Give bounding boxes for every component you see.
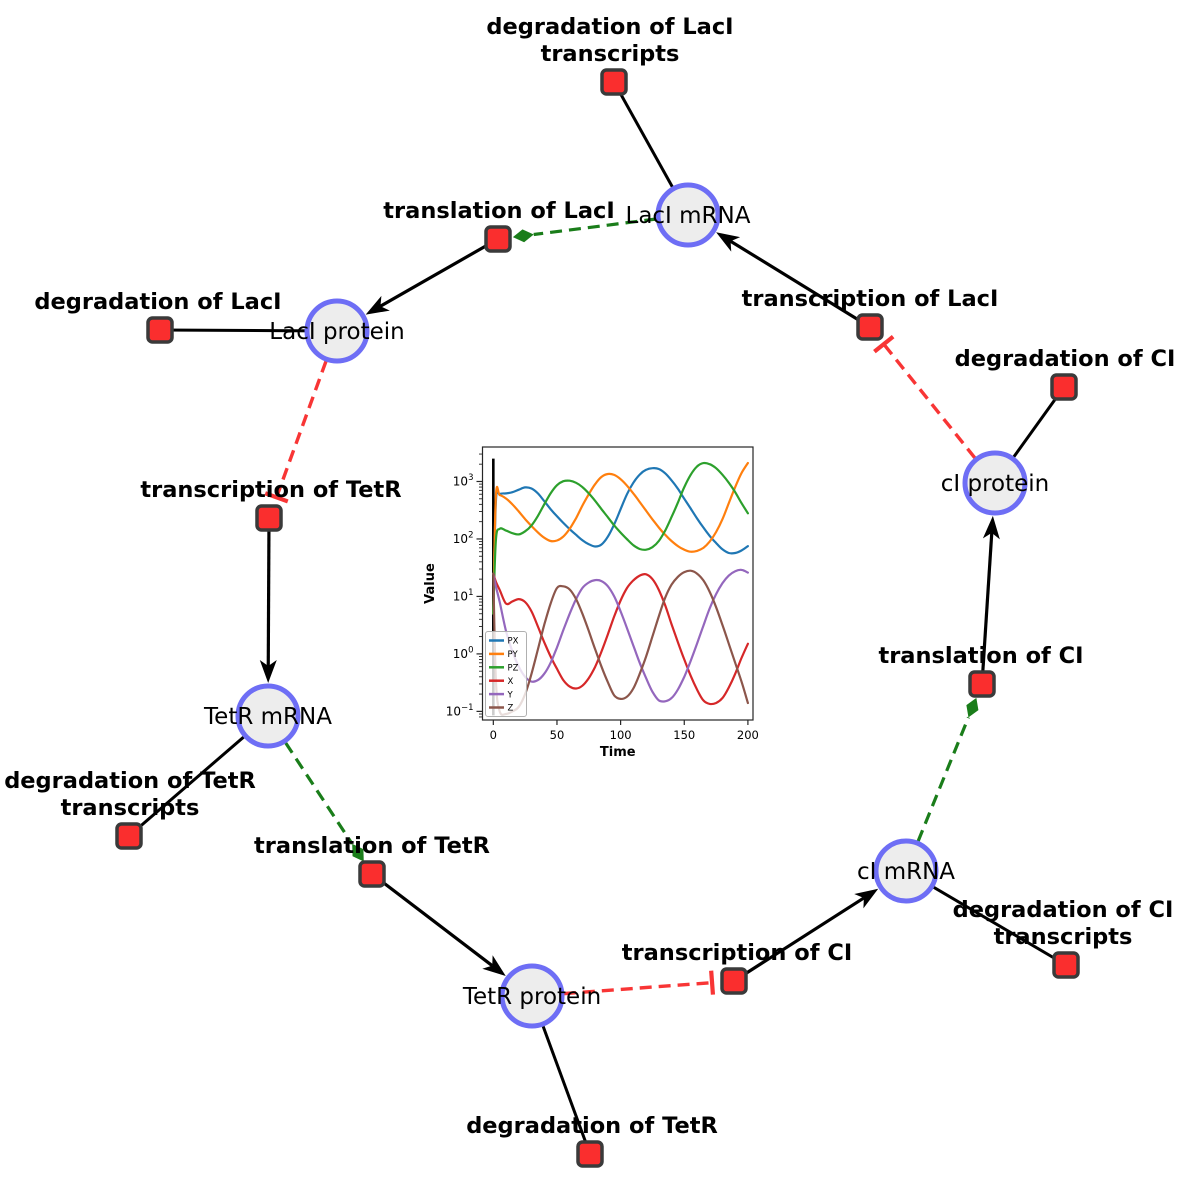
series-Y-line — [492, 568, 749, 703]
reaction-label-deg_tetr: degradation of TetR — [466, 1113, 718, 1139]
x-tick-label: 200 — [737, 728, 759, 742]
species-label-laci_protein: LacI protein — [269, 319, 404, 345]
species-node-tetr_mrna[interactable] — [235, 683, 301, 749]
reaction-node-transl_tetr[interactable] — [358, 860, 386, 888]
reaction-node-transcr_ci[interactable] — [720, 967, 748, 995]
arrowhead — [716, 232, 741, 252]
species-label-ci_mrna: cI mRNA — [857, 859, 955, 885]
species-node-laci_mrna[interactable] — [655, 182, 721, 248]
reaction-label-deg_ci_tx: degradation of CI — [953, 897, 1174, 923]
series-Z-line — [492, 569, 749, 716]
chart-legend: PX PY PZ XYZ — [485, 631, 527, 717]
legend-label-Y: Y — [507, 690, 514, 700]
edge-tetr_mrna-transl_tetr — [284, 741, 354, 845]
reaction-node-deg_laci_tx[interactable] — [600, 68, 628, 96]
reaction-node-transl_ci[interactable] — [968, 670, 996, 698]
reaction-label-deg_laci: degradation of LacI — [34, 289, 281, 315]
y-axis-label: Value — [423, 563, 438, 604]
legend-box — [485, 631, 527, 717]
chart-frame — [481, 446, 754, 721]
legend-label-PX: PX — [508, 637, 519, 647]
reaction-node-deg_tetr_tx[interactable] — [115, 822, 143, 850]
y-tick-label: 100 — [453, 645, 474, 661]
edge-transl_laci-laci_protein — [379, 237, 499, 308]
legend-label-PY: PY — [508, 650, 519, 660]
arrowhead — [982, 515, 1000, 540]
inhibitor-tbar — [873, 335, 895, 354]
x-tick-label: 50 — [550, 728, 565, 742]
series-X-line — [492, 572, 749, 706]
reaction-label-deg_tetr_tx: degradation of TetR — [4, 768, 256, 794]
species-node-ci_protein[interactable] — [962, 450, 1028, 516]
edge-ci_protein-transcr_laci — [882, 343, 977, 460]
modifier-diamond — [966, 697, 979, 718]
x-tick-label: 150 — [673, 728, 695, 742]
reaction-node-deg_tetr[interactable] — [576, 1140, 604, 1168]
reaction-node-transl_laci[interactable] — [484, 225, 512, 253]
edge-tetr_protein-transcr_ci — [563, 980, 713, 996]
x-tick-label: 100 — [610, 728, 632, 742]
edge-transl_tetr-tetr_protein — [371, 872, 494, 967]
x-tick-label: 0 — [490, 728, 497, 742]
legend-label-PZ: PZ — [508, 664, 519, 674]
species-label-ci_protein: cI protein — [941, 471, 1050, 497]
nodes-layer — [115, 68, 1080, 1168]
modifier-diamond — [352, 843, 364, 862]
reaction-label-transl_laci: translation of LacI — [383, 198, 614, 224]
edge-laci_protein-transcr_tetr — [274, 360, 328, 498]
reaction-label-transl_ci: translation of CI — [878, 643, 1083, 669]
reaction-label-transl_tetr: translation of TetR — [254, 833, 490, 859]
legend-label-X: X — [508, 677, 514, 687]
series-PY-line — [492, 461, 749, 615]
species-node-laci_protein[interactable] — [304, 298, 370, 364]
reaction-label-deg_laci_tx: transcripts — [541, 41, 680, 67]
series-PZ-line — [492, 461, 749, 615]
species-node-ci_mrna[interactable] — [873, 838, 939, 904]
species-label-tetr_mrna: TetR mRNA — [203, 704, 332, 730]
edge-transcr_tetr-tetr_mrna — [266, 517, 271, 667]
reaction-node-transcr_laci[interactable] — [856, 313, 884, 341]
reaction-label-deg_ci_tx: transcripts — [994, 924, 1133, 950]
x-axis-label: Time — [600, 745, 636, 760]
reaction-label-deg_tetr_tx: transcripts — [61, 795, 200, 821]
inhibitor-tbar — [709, 970, 716, 995]
reaction-label-deg_laci_tx: degradation of LacI — [486, 14, 733, 40]
y-tick-label: 101 — [453, 588, 474, 604]
y-tick-label: 10−1 — [446, 703, 474, 719]
species-label-tetr_protein: TetR protein — [462, 984, 601, 1010]
edge-laci_mrna-transl_laci — [533, 217, 657, 237]
arrowhead — [365, 295, 390, 315]
legend-label-Z: Z — [508, 704, 514, 714]
reaction-label-transcr_ci: transcription of CI — [622, 940, 852, 966]
reaction-label-transcr_laci: transcription of LacI — [742, 286, 999, 312]
reaction-label-deg_ci: degradation of CI — [955, 346, 1176, 372]
series-PX-line — [492, 467, 749, 615]
reaction-node-deg_ci[interactable] — [1050, 373, 1078, 401]
inhibitor-tbar — [264, 491, 289, 504]
reaction-label-transcr_tetr: transcription of TetR — [140, 477, 401, 503]
arrowhead — [259, 659, 277, 684]
labels-layer: degradation of LacItranscriptstranslatio… — [4, 14, 1175, 1139]
reaction-node-deg_laci[interactable] — [146, 316, 174, 344]
reaction-node-transcr_tetr[interactable] — [255, 504, 283, 532]
y-tick-label: 102 — [453, 530, 474, 546]
edge-transcr_laci-laci_mrna — [729, 239, 871, 329]
arrowhead — [482, 955, 506, 976]
edge-transcr_ci-ci_mrna — [733, 896, 865, 983]
reaction-node-deg_ci_tx[interactable] — [1052, 951, 1080, 979]
species-node-tetr_protein[interactable] — [499, 963, 565, 1029]
species-label-laci_mrna: LacI mRNA — [626, 203, 751, 229]
edge-ci_mrna-transl_ci — [916, 716, 970, 842]
edge-transl_ci-ci_protein — [980, 532, 994, 685]
modifier-diamond — [512, 229, 534, 243]
y-tick-label: 103 — [453, 473, 474, 489]
arrowhead — [854, 888, 879, 909]
inset-chart: 0 50 100 150 20010−1100101102103TimeValuePXP… — [423, 446, 759, 760]
